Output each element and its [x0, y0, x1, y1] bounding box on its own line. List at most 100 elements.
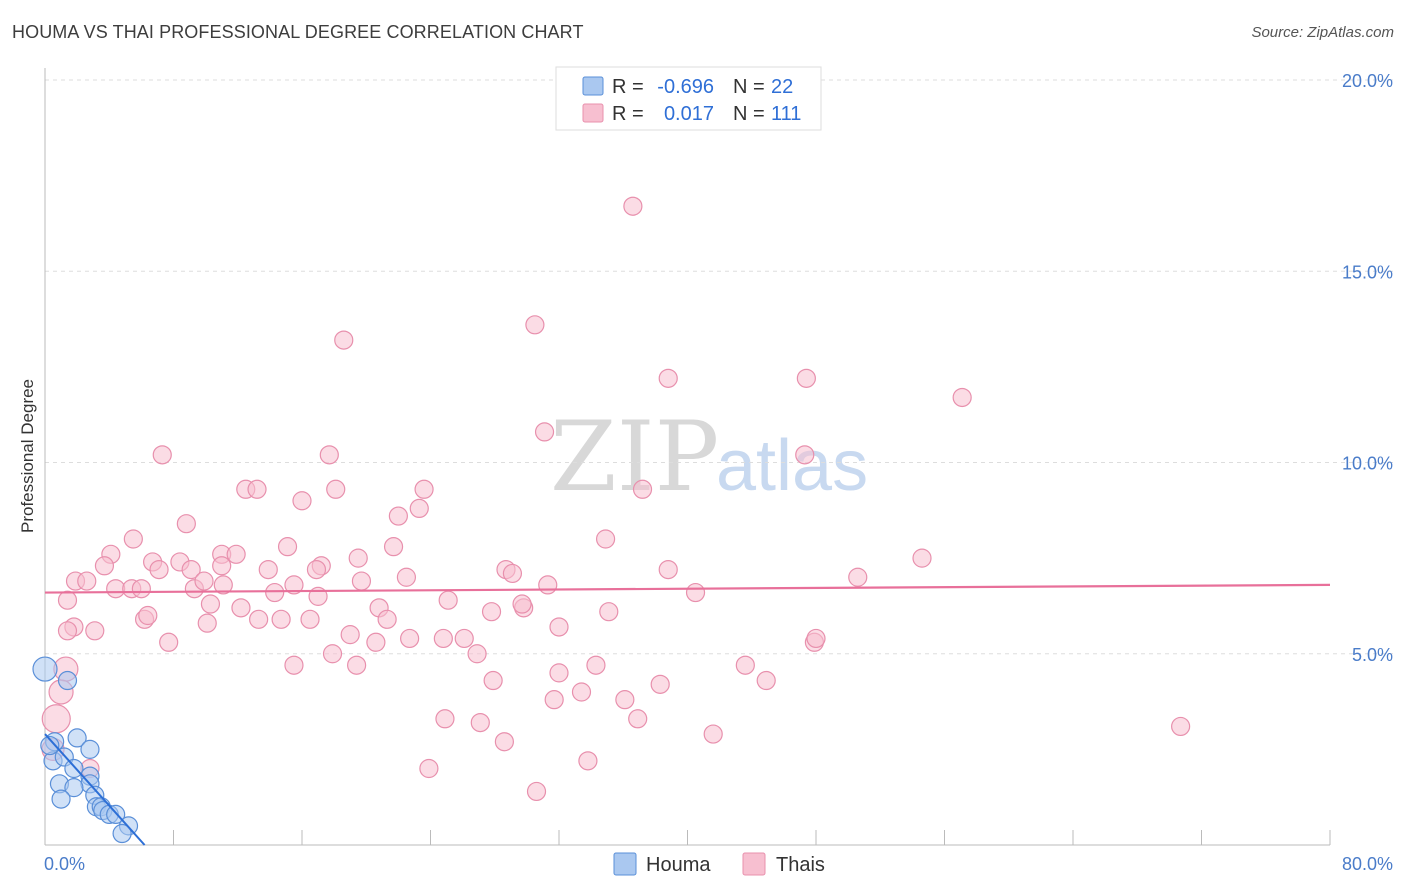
thai-point [383, 537, 404, 557]
thai-point [467, 644, 487, 664]
thai-point [1171, 716, 1191, 737]
chart-title: HOUMA VS THAI PROFESSIONAL DEGREE CORREL… [12, 22, 584, 42]
thai-point [152, 445, 172, 465]
watermark-zip: ZIP [550, 401, 719, 513]
y-tick-labels: 5.0% 10.0% 15.0% 20.0% [1342, 71, 1393, 665]
thai-point [470, 712, 490, 733]
houma-point [64, 778, 84, 798]
houma-point [80, 739, 100, 759]
thai-point [249, 609, 269, 629]
watermark: ZIP atlas [550, 401, 868, 513]
x-tick-label-min: 0.0% [44, 854, 85, 874]
thai-point [277, 537, 298, 557]
thai-point [271, 609, 291, 629]
thai-point [952, 387, 972, 408]
legend-thai-n-label: N = [733, 103, 765, 125]
thai-point [181, 559, 201, 580]
thai-point [796, 368, 816, 388]
thai-point [94, 556, 115, 576]
thai-point [414, 479, 434, 499]
thai-point [322, 644, 343, 664]
thai-point [454, 628, 474, 649]
thai-point [348, 548, 368, 568]
legend-houma-r-label: R = [612, 76, 644, 98]
thai-trend-line [44, 583, 1331, 594]
legend-houma-n-value: 22 [771, 76, 793, 98]
thai-point [848, 567, 868, 587]
thai-point [595, 529, 616, 549]
thai-point [176, 514, 196, 534]
thai-point [247, 479, 267, 499]
y-axis-label: Professional Degree [18, 379, 37, 533]
y-tick-label: 20.0% [1342, 71, 1393, 91]
legend-thai-r-value: 0.017 [664, 103, 714, 125]
legend-bottom-houma-swatch [613, 852, 637, 876]
thai-point [534, 422, 555, 442]
thai-point [650, 674, 670, 694]
x-tick-label-max: 80.0% [1342, 854, 1393, 874]
thai-point [284, 655, 304, 675]
thai-point [85, 621, 105, 641]
legend-bottom-houma-label: Houma [646, 854, 711, 876]
grid-lines [45, 79, 1393, 655]
thai-point [632, 479, 653, 499]
thai-point [377, 609, 397, 629]
thai-point [41, 704, 71, 734]
thai-point [351, 571, 372, 591]
houma-point [112, 823, 132, 844]
trend-lines [44, 583, 1331, 846]
thai-point [912, 548, 932, 568]
thai-point [138, 605, 158, 626]
thai-point [435, 709, 455, 729]
thai-point [658, 368, 678, 388]
thai-point [628, 709, 648, 729]
y-tick-label: 15.0% [1342, 262, 1393, 282]
y-tick-label: 5.0% [1352, 645, 1393, 665]
thai-point [334, 330, 354, 350]
thai-point [658, 559, 678, 580]
houma-point [40, 735, 60, 756]
thai-point [300, 609, 320, 629]
legend-top: R = -0.696 N = 22 R = 0.017 N = 111 [555, 66, 822, 131]
thai-point [131, 579, 151, 599]
thai-point [213, 575, 233, 595]
thai-point [806, 628, 826, 649]
thai-point [795, 445, 815, 465]
thai-point [226, 544, 246, 564]
thai-point [200, 594, 221, 614]
thai-point [512, 594, 532, 614]
thai-point [159, 632, 179, 652]
legend-bottom-thai-swatch [742, 852, 766, 876]
thais-series [41, 196, 1191, 802]
thai-point [525, 315, 545, 335]
houma-point [67, 728, 87, 748]
thai-point [433, 628, 453, 649]
thai-point [494, 732, 514, 752]
thai-point [502, 563, 523, 584]
thai-point [57, 621, 78, 641]
thai-point [438, 590, 458, 610]
thai-point [57, 590, 78, 610]
legend-houma-swatch [582, 76, 604, 96]
x-tick-marks [44, 830, 1331, 845]
thai-point [549, 663, 569, 683]
thai-point [326, 479, 346, 499]
houma-point [51, 789, 71, 809]
legend-thai-swatch [582, 103, 604, 123]
thai-point [123, 529, 143, 549]
thai-point [396, 567, 417, 587]
source-label: Source: ZipAtlas.com [1251, 24, 1394, 41]
thai-point [284, 575, 304, 595]
thai-point [212, 556, 232, 576]
thai-point [419, 758, 439, 779]
thai-point [258, 559, 278, 580]
thai-point [197, 613, 217, 633]
thai-point [756, 670, 776, 691]
thai-point [571, 682, 592, 702]
houma-series [32, 656, 139, 844]
y-tick-label: 10.0% [1342, 454, 1393, 474]
thai-point [586, 655, 606, 675]
thai-point [599, 602, 619, 622]
thai-point [388, 506, 408, 526]
